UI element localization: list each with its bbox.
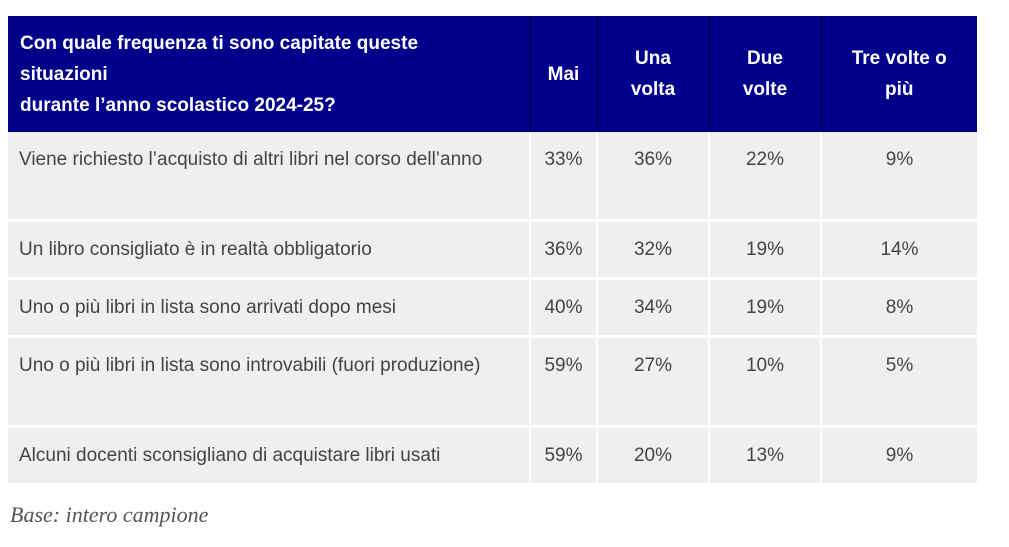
row-tre-volte-value: 9%: [821, 132, 977, 222]
row-una-volta-value: 36%: [597, 132, 710, 222]
row-una-volta-value: 20%: [597, 426, 710, 486]
survey-results-table: Con quale frequenza ti sono capitate que…: [8, 16, 977, 486]
row-tre-volte-value: 9%: [821, 426, 977, 486]
table-header-row: Con quale frequenza ti sono capitate que…: [8, 16, 977, 132]
row-due-volte-value: 19%: [709, 220, 822, 280]
table-row: Uno o più libri in lista sono introvabil…: [8, 336, 977, 428]
row-question: Un libro consigliato è in realtà obbliga…: [8, 220, 531, 280]
row-due-volte-value: 10%: [709, 336, 822, 428]
header-mai: Mai: [530, 16, 598, 132]
row-due-volte-value: 13%: [709, 426, 822, 486]
header-una-volta: Una volta: [597, 16, 710, 132]
header-question: Con quale frequenza ti sono capitate que…: [8, 16, 531, 132]
table-row: Uno o più libri in lista sono arrivati d…: [8, 278, 977, 338]
table-row: Un libro consigliato è in realtà obbliga…: [8, 220, 977, 280]
row-una-volta-value: 32%: [597, 220, 710, 280]
row-tre-volte-value: 14%: [821, 220, 977, 280]
header-tre-volte: Tre volte o più: [821, 16, 977, 132]
row-question: Alcuni docenti sconsigliano di acquistar…: [8, 426, 531, 486]
row-due-volte-value: 22%: [709, 132, 822, 222]
row-mai-value: 40%: [530, 278, 598, 338]
row-tre-volte-value: 8%: [821, 278, 977, 338]
row-mai-value: 59%: [530, 336, 598, 428]
base-footnote: Base: intero campione: [10, 502, 209, 527]
table-row: Alcuni docenti sconsigliano di acquistar…: [8, 426, 977, 486]
row-una-volta-value: 27%: [597, 336, 710, 428]
row-tre-volte-value: 5%: [821, 336, 977, 428]
table-row: Viene richiesto l’acquisto di altri libr…: [8, 132, 977, 222]
row-mai-value: 36%: [530, 220, 598, 280]
row-question: Uno o più libri in lista sono introvabil…: [8, 336, 531, 428]
row-question: Uno o più libri in lista sono arrivati d…: [8, 278, 531, 338]
row-mai-value: 33%: [530, 132, 598, 222]
row-question: Viene richiesto l’acquisto di altri libr…: [8, 132, 531, 222]
header-due-volte: Due volte: [709, 16, 822, 132]
row-mai-value: 59%: [530, 426, 598, 486]
row-due-volte-value: 19%: [709, 278, 822, 338]
row-una-volta-value: 34%: [597, 278, 710, 338]
